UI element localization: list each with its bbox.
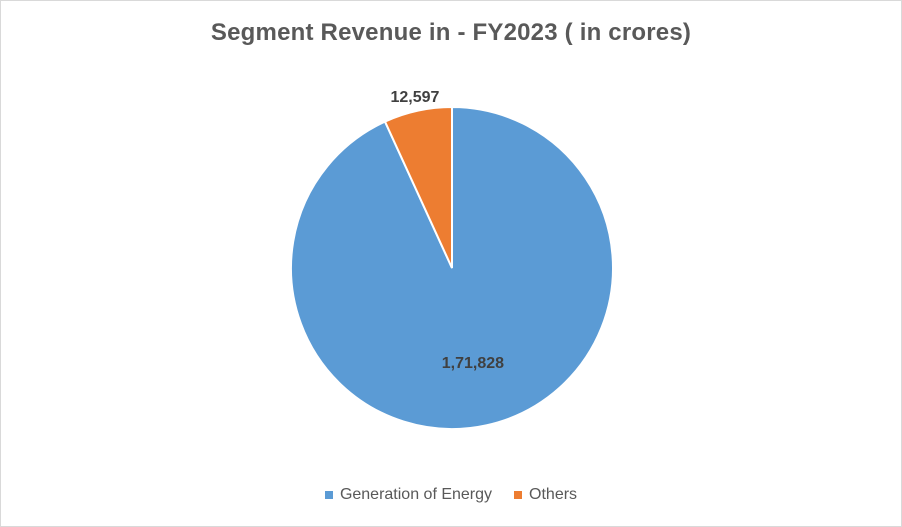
chart-title: Segment Revenue in - FY2023 ( in crores): [210, 19, 692, 46]
data-label-others: 12,597: [390, 89, 439, 106]
data-label-generation-of-energy: 1,71,828: [442, 355, 504, 372]
legend-item-others[interactable]: Others: [514, 486, 577, 504]
legend-label-others: Others: [529, 486, 578, 503]
legend-swatch-generation-of-energy: [324, 491, 333, 499]
legend-swatch-others: [514, 491, 523, 499]
legend-label-generation-of-energy: Generation of Energy: [339, 486, 493, 503]
pie-slice-others[interactable]: [383, 105, 453, 269]
legend: Generation of Energy Others: [1, 486, 901, 504]
legend-item-generation-of-energy[interactable]: Generation of Energy: [324, 486, 493, 504]
